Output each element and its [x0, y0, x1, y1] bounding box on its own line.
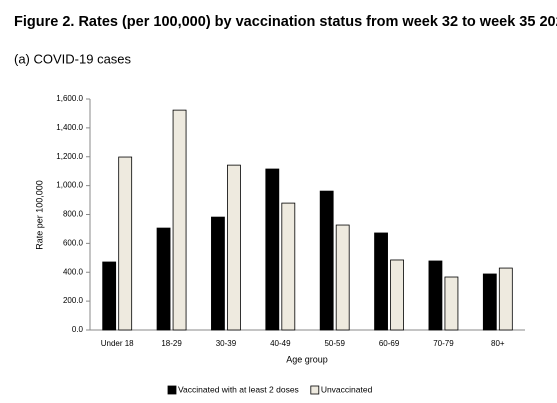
x-tick-label: 30-39: [216, 339, 237, 348]
bar: [444, 276, 459, 331]
bar: [428, 260, 443, 331]
y-tick-label: 1,000.0: [56, 181, 83, 190]
legend-label: Vaccinated with at least 2 doses: [178, 384, 299, 394]
bar: [281, 202, 296, 331]
x-tick-label: Under 18: [101, 339, 134, 348]
bar: [211, 216, 225, 331]
legend-label: Unvaccinated: [321, 384, 373, 394]
bar: [265, 168, 280, 331]
y-tick-label: 1,200.0: [56, 152, 83, 161]
y-tick-label: 0.0: [72, 325, 84, 334]
bar: [227, 164, 241, 331]
y-tick-label: 800.0: [63, 210, 84, 219]
chart-title: Figure 2. Rates (per 100,000) by vaccina…: [14, 14, 557, 30]
x-tick-label: 40-49: [270, 339, 291, 348]
x-tick-label: 80+: [491, 339, 505, 348]
chart-subtitle: (a) COVID-19 cases: [14, 51, 132, 66]
y-tick-label: 600.0: [63, 238, 84, 247]
legend-swatch: [167, 385, 177, 395]
bar: [390, 259, 404, 331]
bar: [156, 227, 171, 331]
bar: [319, 190, 334, 331]
legend-swatch: [310, 385, 320, 395]
y-tick-label: 200.0: [63, 296, 84, 305]
x-tick-label: 18-29: [161, 339, 182, 348]
y-tick-label: 400.0: [63, 267, 84, 276]
x-tick-label: 70-79: [433, 339, 454, 348]
bar: [498, 267, 513, 331]
bar: [482, 273, 497, 331]
x-tick-label: 50-59: [324, 339, 345, 348]
bar: [118, 156, 133, 331]
x-axis-label: Age group: [286, 354, 328, 364]
y-tick-label: 1,600.0: [56, 94, 83, 103]
bar: [172, 109, 187, 331]
bar: [102, 261, 117, 331]
y-axis-label: Rate per 100,000: [34, 180, 44, 250]
y-tick-label: 1,400.0: [56, 123, 83, 132]
bar: [335, 224, 350, 331]
x-tick-label: 60-69: [379, 339, 400, 348]
bar: [374, 232, 388, 331]
